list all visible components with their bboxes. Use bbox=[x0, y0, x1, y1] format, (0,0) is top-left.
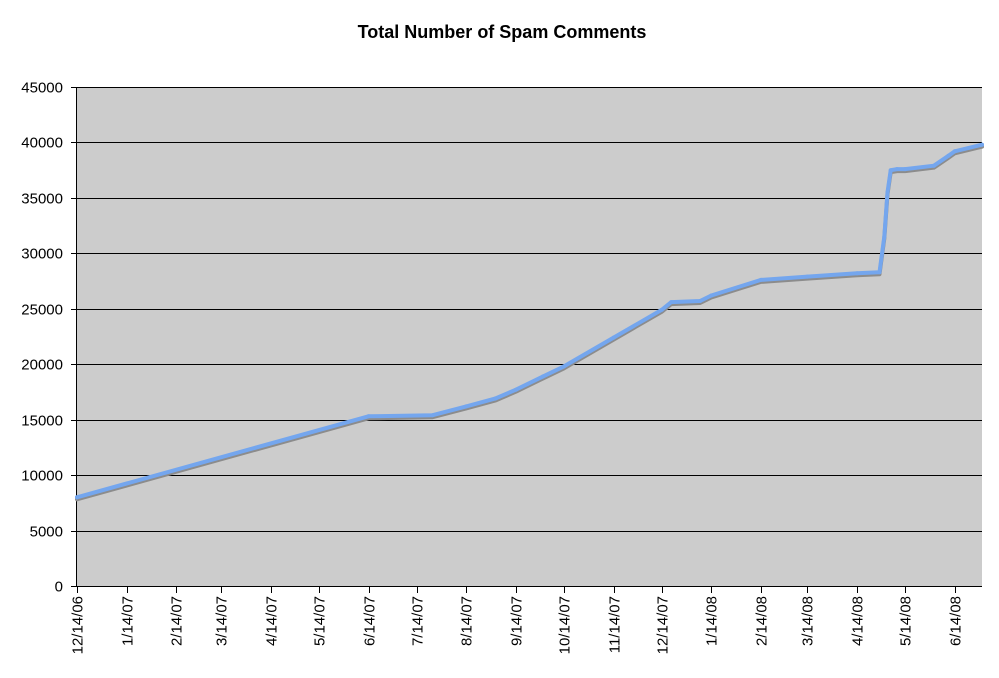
data-point bbox=[931, 163, 936, 168]
data-point bbox=[659, 307, 664, 312]
x-tick-label: 10/14/07 bbox=[557, 596, 574, 654]
x-tick-label: 12/14/07 bbox=[655, 596, 672, 654]
data-point bbox=[805, 274, 810, 279]
data-point bbox=[430, 413, 435, 418]
y-tick-label: 40000 bbox=[21, 135, 63, 152]
data-point bbox=[493, 396, 498, 401]
x-tick-label: 2/14/08 bbox=[754, 596, 771, 646]
x-tick-label: 2/14/07 bbox=[169, 596, 186, 646]
x-tick-label: 8/14/07 bbox=[459, 596, 476, 646]
x-tick-label: 4/14/07 bbox=[264, 596, 281, 646]
data-point bbox=[561, 364, 566, 369]
y-tick-label: 0 bbox=[55, 579, 63, 596]
data-point bbox=[855, 271, 860, 276]
data-point bbox=[946, 153, 951, 158]
data-point bbox=[952, 149, 957, 154]
x-tick-label: 12/14/06 bbox=[70, 596, 87, 654]
data-point bbox=[611, 335, 616, 340]
y-axis-tick-labels: 0 5000 10000 15000 20000 25000 30000 35000 40000… bbox=[21, 80, 63, 596]
data-point bbox=[980, 142, 984, 147]
x-tick-label: 6/14/08 bbox=[948, 596, 965, 646]
x-tick-label: 3/14/07 bbox=[214, 596, 231, 646]
y-tick-label: 30000 bbox=[21, 246, 63, 263]
x-tick-label: 11/14/07 bbox=[607, 596, 624, 653]
y-tick-label: 20000 bbox=[21, 357, 63, 374]
gridlines bbox=[77, 87, 982, 532]
y-tick-label: 25000 bbox=[21, 302, 63, 319]
data-series bbox=[75, 142, 984, 502]
data-point bbox=[75, 495, 79, 500]
y-tick-label: 45000 bbox=[21, 80, 63, 97]
x-tick-label: 7/14/07 bbox=[410, 596, 427, 646]
x-tick-label: 6/14/07 bbox=[362, 596, 379, 646]
y-tick-label: 10000 bbox=[21, 468, 63, 485]
x-tick-label: 4/14/08 bbox=[850, 596, 867, 646]
data-point bbox=[464, 404, 469, 409]
data-point bbox=[903, 167, 908, 172]
x-tick-label: 1/14/08 bbox=[704, 596, 721, 646]
axes bbox=[71, 87, 982, 593]
data-point bbox=[759, 277, 763, 282]
x-tick-label: 1/14/07 bbox=[120, 596, 137, 646]
y-tick-label: 5000 bbox=[30, 524, 63, 541]
data-point bbox=[888, 168, 893, 173]
data-point bbox=[541, 374, 546, 379]
data-point bbox=[709, 293, 714, 298]
chart-title: Total Number of Spam Comments bbox=[358, 22, 647, 42]
x-tick-label: 5/14/07 bbox=[312, 596, 329, 646]
data-point bbox=[698, 299, 703, 303]
data-point bbox=[877, 270, 882, 275]
plot-area bbox=[77, 87, 982, 586]
data-point bbox=[882, 234, 887, 239]
x-axis-tick-labels: 12/14/06 1/14/07 2/14/07 3/14/07 4/14/07 5/14… bbox=[70, 596, 965, 654]
data-point bbox=[885, 190, 890, 195]
data-point bbox=[513, 387, 518, 392]
x-tick-label: 3/14/08 bbox=[800, 596, 817, 646]
y-tick-label: 15000 bbox=[21, 413, 63, 430]
data-point bbox=[366, 414, 371, 419]
x-tick-label: 9/14/07 bbox=[509, 596, 526, 646]
x-tick-label: 5/14/08 bbox=[898, 596, 915, 646]
data-point bbox=[895, 167, 900, 172]
data-point bbox=[669, 300, 674, 305]
y-tick-label: 35000 bbox=[21, 191, 63, 208]
